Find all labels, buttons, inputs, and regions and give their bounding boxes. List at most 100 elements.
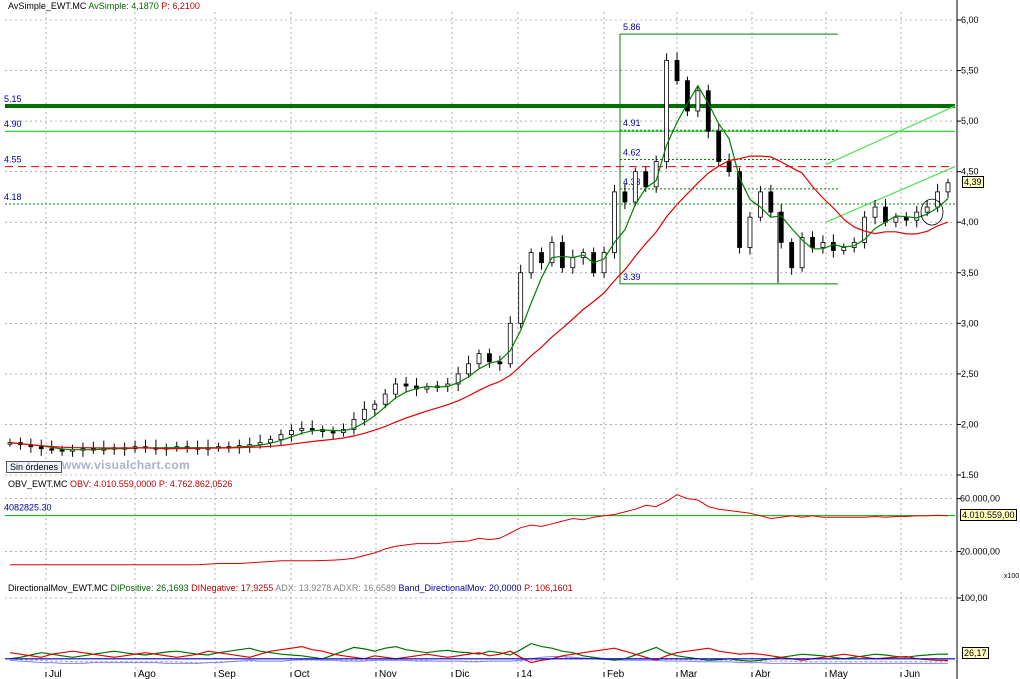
- fib-label-3: 4.33: [623, 177, 641, 187]
- circle-marker: [920, 198, 944, 226]
- price-ytick-label-4: 4,00: [961, 217, 979, 227]
- candle-body-26: [278, 434, 284, 441]
- candle-body-61: [643, 171, 649, 188]
- x-label-5: Dic: [455, 669, 469, 679]
- obv-indicator-value: 4.010.559,0000: [93, 479, 157, 489]
- price-p-label: P:: [161, 1, 170, 11]
- price-panel-title: AvSimple_EWT.MC AvSimple: 4,1870 P: 6,21…: [8, 1, 200, 11]
- candle-body-70: [737, 171, 742, 248]
- obv-ytick-label-1: 20.000,00: [960, 547, 1000, 557]
- trendline-upper: [825, 105, 956, 166]
- dmi-adx-label: ADX:: [275, 583, 297, 593]
- candle-body-48: [507, 322, 513, 365]
- price-ytick-label-9: 1,50: [961, 470, 979, 478]
- candle-body-43: [455, 373, 461, 385]
- candle-body-90: [945, 182, 951, 193]
- price-ytick-label-8: 2,00: [961, 419, 979, 429]
- candle-body-5: [59, 449, 65, 452]
- candle-body-66: [695, 90, 701, 112]
- dmi-panel[interactable]: DirectionalMov_EWT.MC DIPositive: 26,169…: [0, 582, 1020, 679]
- candle-body-85: [893, 216, 899, 223]
- candle-body-88: [924, 206, 930, 213]
- candle-body-45: [476, 353, 482, 365]
- dmi-pos-label: DIPositive:: [110, 583, 154, 593]
- obv-panel[interactable]: OBV_EWT.MC OBV: 4.010.559,0000 P: 4.762.…: [0, 478, 1020, 583]
- dmi-chart[interactable]: 100,00 Jul Ago Sep Oct Nov Dic 14 Feb Mar Abr May Ju…: [0, 582, 1020, 679]
- price-ytick-label-6: 3,00: [961, 318, 979, 328]
- candle-body-74: [778, 211, 784, 243]
- candle-body-63: [664, 60, 669, 162]
- candle-body-37: [393, 383, 399, 395]
- x-label-10: May: [829, 669, 848, 679]
- candle-body-58: [612, 191, 617, 253]
- candle-body-83: [872, 206, 878, 218]
- price-indicator-value: 4,1870: [131, 1, 159, 11]
- dmi-panel-title: DirectionalMov_EWT.MC DIPositive: 26,169…: [8, 583, 573, 593]
- level-label-1: 4.90: [4, 119, 22, 129]
- price-last-value: 4,39: [962, 175, 984, 188]
- candle-body-78: [820, 242, 826, 248]
- dmi-last-value: 26,17: [962, 647, 989, 660]
- level-label-0: 5.15: [4, 94, 22, 104]
- candle-body-44: [466, 363, 471, 375]
- candle-body-84: [883, 206, 888, 223]
- obv-scale-label: x100: [1004, 573, 1019, 580]
- obv-panel-title: OBV_EWT.MC OBV: 4.010.559,0000 P: 4.762.…: [8, 479, 232, 489]
- obv-last-value: 4.010.559,00: [960, 508, 1017, 521]
- candle-body-64: [674, 60, 680, 82]
- candle-body-47: [497, 361, 503, 365]
- x-label-0: Jul: [49, 669, 62, 679]
- sma-long-line: [9, 155, 949, 450]
- candle-body-36: [382, 393, 388, 405]
- obv-level-label: 4082825.30: [4, 503, 52, 513]
- dmi-p-label: P:: [524, 583, 533, 593]
- price-ytick-label-5: 3,50: [961, 268, 979, 278]
- dmi-ytick-label-0: 100,00: [960, 593, 988, 603]
- price-ytick-label-7: 2,50: [961, 369, 979, 379]
- x-label-3: Oct: [294, 669, 310, 679]
- obv-p-value: 4.762.862,0526: [169, 479, 233, 489]
- candle-body-72: [758, 191, 763, 218]
- price-ytick-label-2: 5,00: [961, 116, 979, 126]
- obv-chart[interactable]: 60.000,00 20.000,00 4082825.30 x100: [0, 478, 1020, 582]
- price-indicator-label: AvSimple:: [88, 1, 129, 11]
- candle-body-35: [372, 403, 378, 410]
- candle-body-27: [288, 430, 294, 435]
- obv-series-name: OBV_EWT.MC: [8, 479, 68, 489]
- candle-body-49: [518, 272, 524, 324]
- candle-body-80: [841, 247, 847, 251]
- dmi-band-value: 20,0000: [489, 583, 522, 593]
- trendline-lower: [825, 166, 956, 223]
- candle-body-77: [810, 236, 815, 248]
- x-label-7: Feb: [607, 669, 625, 679]
- candle-body-60: [632, 171, 638, 203]
- candle-body-71: [747, 216, 753, 248]
- candle-body-79: [830, 242, 836, 251]
- dmi-p-value: 106,1601: [535, 583, 573, 593]
- fib-label-2: 4.62: [623, 148, 641, 158]
- candle-body-50: [528, 252, 534, 274]
- dmi-adxr-label: ADXR:: [333, 583, 361, 593]
- obv-ytick-label-0: 60.000,00: [960, 494, 1000, 504]
- dmi-band-label: Band_DirectionalMov:: [398, 583, 487, 593]
- sin-ordenes-label[interactable]: Sin órdenes: [6, 461, 63, 473]
- candle-body-54: [570, 257, 576, 269]
- price-ytick-label-0: 6,00: [961, 15, 979, 25]
- dmi-adx-value: 13,9278: [298, 583, 332, 593]
- price-chart[interactable]: 6,00 5,50 5,00 4,50 4,00 3,50 3,00 2,50 2,00 1,50…: [0, 0, 1020, 478]
- candle-body-52: [549, 242, 555, 264]
- candle-body-25: [268, 439, 273, 444]
- candle-body-67: [705, 90, 711, 132]
- fib-label-0: 5.86: [623, 22, 641, 32]
- candle-body-3: [38, 446, 44, 450]
- dmi-adxr-line: [9, 657, 949, 664]
- candle-body-51: [539, 252, 544, 264]
- fib-label-4: 3.39: [623, 272, 641, 282]
- price-panel[interactable]: AvSimple_EWT.MC AvSimple: 4,1870 P: 6,21…: [0, 0, 1020, 479]
- candle-body-57: [601, 252, 607, 274]
- candle-body-87: [914, 211, 920, 221]
- candle-body-4: [49, 448, 55, 451]
- candle-body-73: [768, 191, 774, 213]
- price-ytick-label-3: 4,50: [961, 167, 979, 177]
- x-label-4: Nov: [379, 669, 397, 679]
